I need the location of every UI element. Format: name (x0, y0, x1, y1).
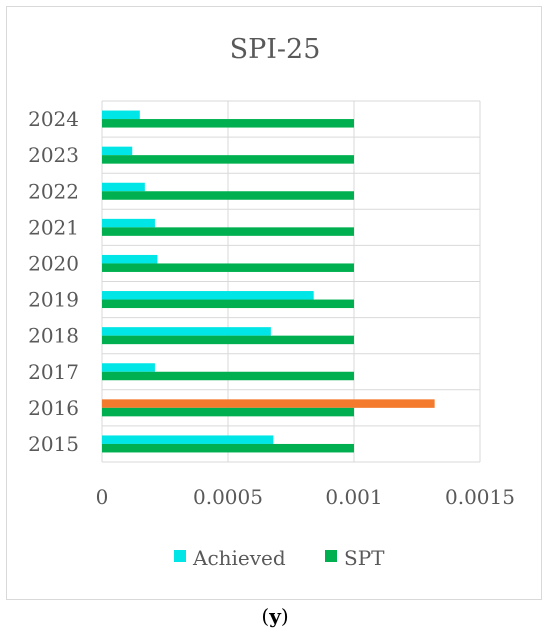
y-tick-label-2018: 2018 (28, 324, 79, 348)
x-tick-label: 0.001 (325, 485, 382, 509)
bar-achieved-2020 (102, 254, 158, 264)
bar-spt-2016 (102, 407, 354, 417)
y-tick-label-2023: 2023 (28, 143, 79, 167)
y-tick-label-2015: 2015 (28, 432, 79, 456)
bar-achieved-2023 (102, 146, 133, 156)
bar-spt-2018 (102, 335, 354, 345)
legend-label-achieved: Achieved (192, 546, 286, 570)
bar-achieved-2016 (102, 399, 435, 408)
figure-caption: (y) (261, 604, 289, 628)
y-tick-label-2019: 2019 (28, 288, 79, 312)
legend-label-spt: SPT (344, 546, 385, 570)
x-tick-label: 0.0015 (445, 485, 515, 509)
bar-spt-2017 (102, 371, 354, 381)
y-tick-label-2022: 2022 (28, 179, 79, 203)
bar-achieved-2017 (102, 363, 155, 372)
bar-achieved-2019 (102, 291, 314, 300)
y-tick-label-2020: 2020 (28, 251, 79, 275)
y-tick-label-2016: 2016 (28, 396, 79, 420)
bar-achieved-2021 (102, 218, 155, 228)
y-tick-label-2024: 2024 (28, 107, 79, 131)
bar-spt-2020 (102, 263, 354, 272)
x-tick-label: 0.0005 (193, 485, 263, 509)
caption-letter: y (269, 604, 281, 628)
bar-spt-2022 (102, 191, 354, 200)
bar-chart: SPI-25 2015 2016 2017 2018 2019 2020 2021 2022 2… (28, 34, 515, 570)
bar-spt-2023 (102, 155, 354, 164)
x-tick-label: 0 (96, 485, 109, 509)
bar-achieved-2024 (102, 110, 140, 120)
bar-achieved-2015 (102, 435, 274, 444)
y-tick-label-2021: 2021 (28, 215, 79, 239)
bar-spt-2015 (102, 443, 354, 453)
bar-achieved-2022 (102, 182, 145, 192)
bar-achieved-2018 (102, 327, 271, 336)
y-tick-label-2017: 2017 (28, 360, 79, 384)
legend-swatch-spt (325, 550, 337, 562)
bar-spt-2024 (102, 119, 354, 128)
legend-swatch-achieved (174, 550, 186, 562)
bar-spt-2021 (102, 227, 354, 236)
chart-title: SPI-25 (230, 34, 321, 65)
bar-spt-2019 (102, 299, 354, 309)
